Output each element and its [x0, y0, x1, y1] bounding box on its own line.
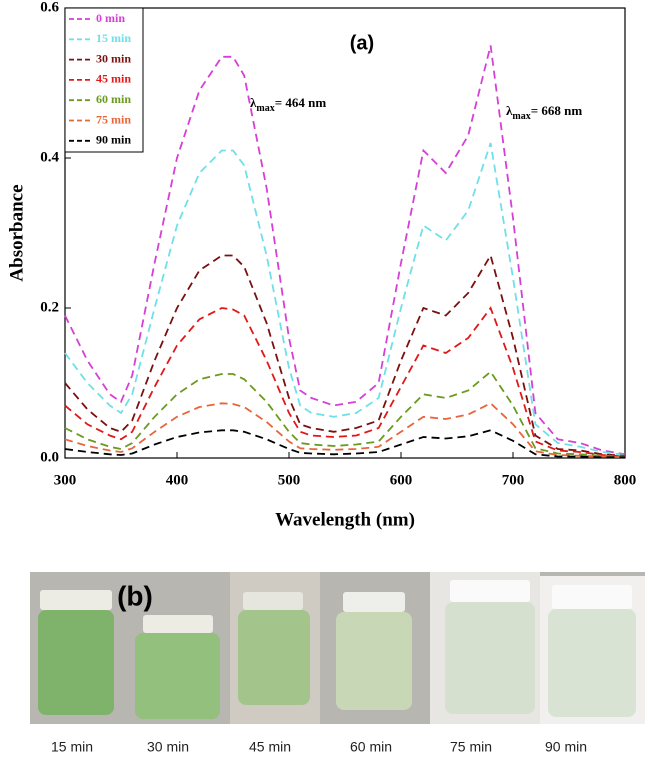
plot-frame [64, 7, 626, 459]
x-tick-label: 700 [502, 472, 525, 488]
annotation-part: max [256, 103, 274, 114]
x-tick-label: 500 [278, 472, 301, 488]
vial-cap [143, 615, 213, 633]
annotation: λmax= 464 nm [250, 95, 326, 114]
chart: Absorbance Wavelength (nm) 300 400 500 600 7… [6, 0, 637, 530]
vial [238, 610, 310, 705]
series-line [64, 370, 626, 458]
series-line [64, 429, 625, 459]
legend: 0 min 15 min 30 min 45 min 60 min 75 min 90 mi… [64, 7, 144, 153]
y-tick-label: 0.4 [40, 149, 59, 165]
legend-label: 90 min [96, 133, 131, 147]
vials [38, 580, 636, 719]
legend-label: 15 min [96, 31, 131, 45]
photo-panel: (b) 15 min 30 min 45 min 60 min 75 min 90 min [30, 572, 645, 755]
y-tick-label: 0.0 [40, 449, 59, 465]
vial [38, 610, 114, 715]
x-axis-label: Wavelength (nm) [275, 509, 415, 530]
vial-caption: 90 min [545, 739, 587, 755]
legend-label: 60 min [96, 92, 131, 106]
y-tick-label: 0.2 [40, 299, 59, 315]
x-tick-label: 600 [390, 472, 413, 488]
legend-box [64, 7, 144, 153]
vial [548, 609, 636, 717]
x-tick-label: 800 [614, 472, 637, 488]
series-line [64, 45, 626, 456]
vial-cap [450, 580, 530, 602]
vial-caption: 45 min [249, 739, 291, 755]
series-line [64, 142, 626, 456]
vial-caption: 75 min [450, 739, 492, 755]
y-tick-label: 0.6 [40, 0, 59, 15]
vial [445, 602, 535, 714]
x-tick-label: 400 [166, 472, 189, 488]
series-line [64, 306, 626, 458]
legend-label: 0 min [96, 11, 125, 25]
vial-cap [552, 585, 632, 609]
annotation-part: = 668 nm [531, 103, 583, 118]
annotation-part: λ [250, 95, 257, 110]
vial-caption: 15 min [51, 739, 93, 755]
annotation-part: max [512, 111, 530, 122]
series-line [64, 253, 626, 457]
series-line [64, 402, 626, 459]
panel-label: (a) [350, 32, 374, 54]
panel-label: (b) [117, 580, 153, 611]
vial-caption: 30 min [147, 739, 189, 755]
vial [135, 633, 220, 719]
y-axis-label: Absorbance [6, 184, 27, 281]
vial-cap [343, 592, 405, 612]
vial-cap [243, 592, 303, 610]
annotation: λmax= 668 nm [506, 103, 582, 122]
legend-label: 75 min [96, 112, 131, 126]
vial-cap [40, 590, 112, 610]
x-tick-label: 300 [54, 472, 77, 488]
vial [336, 612, 412, 710]
vial-caption: 60 min [350, 739, 392, 755]
legend-label: 30 min [96, 51, 131, 65]
annotation-part: = 464 nm [275, 95, 327, 110]
legend-label: 45 min [96, 72, 131, 86]
annotation-part: λ [506, 103, 513, 118]
